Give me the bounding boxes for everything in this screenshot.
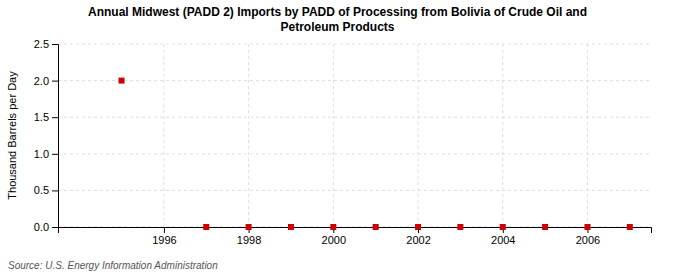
y-tick: 2.5 xyxy=(34,38,58,50)
x-tick-label: 1996 xyxy=(152,234,176,246)
chart: Annual Midwest (PADD 2) Imports by PADD … xyxy=(0,0,675,275)
y-tick-mark xyxy=(52,154,58,155)
x-tick-label: 2004 xyxy=(491,234,515,246)
y-axis-line xyxy=(52,45,59,228)
y-tick-label: 2.5 xyxy=(34,38,49,50)
point xyxy=(246,224,252,230)
x-tick-label: 2002 xyxy=(406,234,430,246)
point xyxy=(203,224,209,230)
y-tick-mark xyxy=(52,81,58,82)
y-tick-mark xyxy=(52,190,58,191)
x-tick-mark xyxy=(164,227,165,233)
x-tick-label: 2000 xyxy=(322,234,346,246)
point xyxy=(373,224,379,230)
title-line: Petroleum Products xyxy=(280,20,394,34)
grid-line-y xyxy=(58,190,651,191)
y-tick-label: 1.0 xyxy=(34,148,49,160)
y-tick-label: 0.5 xyxy=(34,184,49,196)
y-tick: 1.0 xyxy=(34,148,58,160)
plot: 1996 1998 2000 2002 2004 2006 0.0 0.5 1.0 1.5 2.0 2… xyxy=(34,38,652,246)
y-axis-title: Thousand Barrels per Day xyxy=(6,71,18,200)
grid-line-y xyxy=(58,117,651,118)
title: Annual Midwest (PADD 2) Imports by PADD … xyxy=(88,5,587,34)
point xyxy=(627,224,633,230)
x-axis-line xyxy=(59,228,652,234)
grid-line-y xyxy=(58,44,651,45)
y-tick-label: 0.0 xyxy=(34,221,49,233)
y-tick: 1.5 xyxy=(34,111,58,123)
x-tick: 1996 xyxy=(152,227,176,246)
point xyxy=(457,224,463,230)
point xyxy=(542,224,548,230)
y-tick: 0.5 xyxy=(34,184,58,196)
y-tick: 0.0 xyxy=(34,221,58,233)
grid-line-x xyxy=(587,44,588,227)
point xyxy=(330,224,336,230)
y-tick-label: 2.0 xyxy=(34,75,49,87)
y-tick-mark xyxy=(52,227,58,228)
y-tick-label: 1.5 xyxy=(34,111,49,123)
x-axis: 1996 1998 2000 2002 2004 2006 xyxy=(59,227,652,246)
point xyxy=(288,224,294,230)
grid-line-x xyxy=(163,44,164,227)
grid xyxy=(58,44,651,227)
grid-line-y xyxy=(58,80,651,81)
grid-line-y xyxy=(58,153,651,154)
y-tick-mark xyxy=(52,117,58,118)
point xyxy=(500,224,506,230)
source: Source: U.S. Energy Information Administ… xyxy=(8,260,218,271)
title-line: Annual Midwest (PADD 2) Imports by PADD … xyxy=(88,5,587,19)
x-tick-label: 2006 xyxy=(576,234,600,246)
grid-line-x xyxy=(333,44,334,227)
y-tick: 2.0 xyxy=(34,75,58,87)
x-tick-label: 1998 xyxy=(237,234,261,246)
point xyxy=(584,224,590,230)
y-tick-mark xyxy=(52,44,58,45)
point xyxy=(415,224,421,230)
points xyxy=(119,78,633,230)
grid-line-x xyxy=(502,44,503,227)
point xyxy=(119,78,125,84)
grid-line-x xyxy=(418,44,419,227)
y-axis: 0.0 0.5 1.0 1.5 2.0 2.5 xyxy=(34,38,59,233)
grid-line-x xyxy=(248,44,249,227)
